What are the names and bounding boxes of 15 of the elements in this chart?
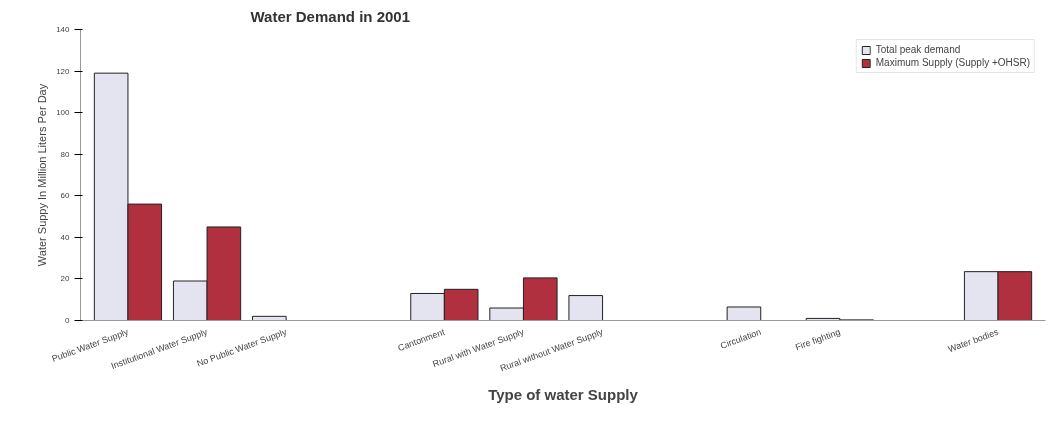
legend-label: Total peak demand: [875, 44, 961, 55]
y-tick-label: 140: [56, 25, 71, 34]
x-tick-label: Fire fighting: [793, 326, 842, 353]
y-tick-label: 40: [60, 232, 71, 242]
chart-title: Water Demand in 2001: [250, 7, 410, 25]
legend-label: Maximum Supply (Supply +OHSR): [875, 57, 1030, 68]
y-tick-label: 0: [65, 316, 71, 325]
y-tick-label: 20: [60, 274, 71, 284]
y-tick-label: 80: [60, 149, 71, 159]
y-tick-label: 60: [60, 191, 71, 201]
y-axis-title: Water Suppy In Million Liters Per Day: [36, 83, 49, 267]
x-tick-label: Water bodies: [946, 326, 1001, 355]
y-tick-label: 120: [56, 66, 71, 76]
x-axis-title: Type of water Supply: [488, 386, 639, 404]
y-tick-label: 100: [56, 108, 71, 118]
